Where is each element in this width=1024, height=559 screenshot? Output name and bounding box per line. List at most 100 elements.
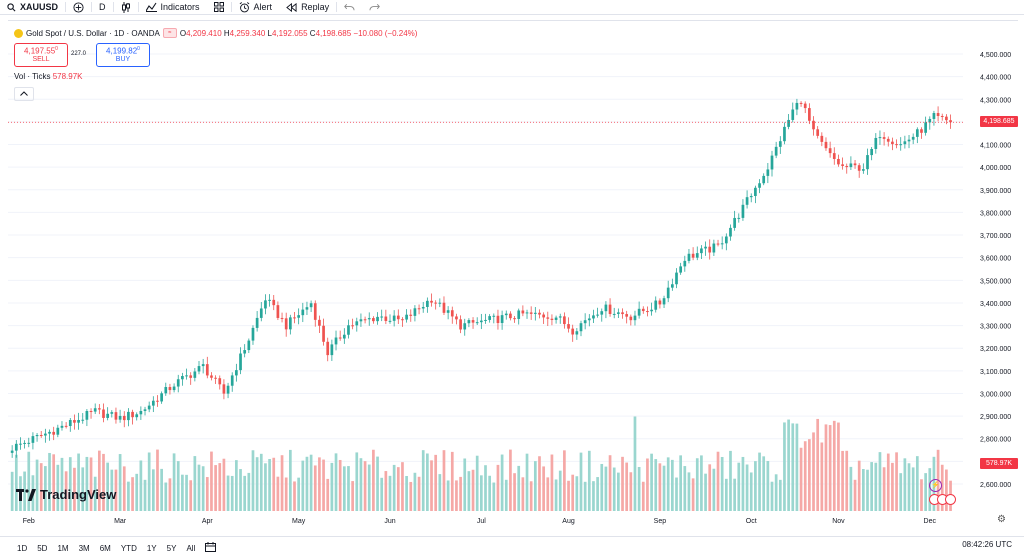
volume-bar <box>542 466 545 511</box>
range-1m[interactable]: 1M <box>57 543 69 553</box>
replay-button[interactable]: Replay <box>279 0 336 14</box>
candle <box>666 280 670 303</box>
volume-bar <box>48 452 51 511</box>
candle <box>550 314 554 326</box>
candle <box>936 106 940 122</box>
candle <box>808 103 811 125</box>
sell-button[interactable]: 4,197.550 SELL <box>14 43 68 67</box>
candle <box>197 360 201 375</box>
candle <box>479 313 483 330</box>
volume-legend: Vol · Ticks 578.97K <box>14 72 83 81</box>
volume-bar <box>741 456 745 511</box>
range-6m[interactable]: 6M <box>99 543 111 553</box>
candle <box>774 141 778 159</box>
y-tick-label: 4,500.000 <box>980 52 1011 59</box>
candle <box>492 313 496 324</box>
layouts-button[interactable] <box>207 0 231 14</box>
volume-bar <box>509 449 512 511</box>
range-1y[interactable]: 1Y <box>146 543 157 553</box>
chart-type-button[interactable] <box>114 0 138 14</box>
volume-bar <box>359 458 363 511</box>
volume-bar <box>500 454 504 511</box>
indicators-label: Indicators <box>160 2 200 12</box>
volume-bar <box>571 474 575 511</box>
volume-bar <box>73 467 76 511</box>
volume-bar <box>52 454 56 511</box>
volume-bar <box>587 450 591 511</box>
candle <box>342 328 346 344</box>
volume-bar <box>861 469 865 511</box>
collapse-legend-button[interactable] <box>14 87 34 101</box>
y-tick-label: 3,200.000 <box>980 346 1011 353</box>
buy-button[interactable]: 4,199.820 BUY <box>96 43 150 67</box>
x-tick-label: Mar <box>114 518 127 525</box>
range-all[interactable]: All <box>186 543 196 553</box>
volume-bar <box>251 450 255 511</box>
volume-bar <box>81 467 85 511</box>
volume-bar <box>866 469 869 511</box>
volume-bar <box>89 457 93 511</box>
volume-bar <box>774 474 778 511</box>
candle <box>475 317 479 325</box>
date-range-button[interactable] <box>200 542 221 554</box>
volume-bar <box>720 456 724 511</box>
events-markers[interactable] <box>929 494 956 505</box>
tradingview-logo[interactable]: TradingView <box>16 487 116 502</box>
spread-value: 227.0 <box>71 51 87 57</box>
volume-bar <box>808 439 811 511</box>
candle <box>288 314 292 335</box>
divider <box>91 2 93 12</box>
candle <box>85 409 89 427</box>
volume-bar <box>625 462 629 511</box>
x-tick-label: Aug <box>562 518 575 525</box>
range-1d[interactable]: 1D <box>17 543 28 553</box>
candle <box>139 406 143 420</box>
candle <box>895 139 898 149</box>
chart-pane[interactable]: 4,500.0004,400.0004,300.0004,200.0004,10… <box>8 20 1018 533</box>
us-flag-icon[interactable] <box>945 494 956 505</box>
volume-bar <box>77 453 80 511</box>
candle <box>334 330 338 351</box>
settings-gear-icon[interactable]: ⚙ <box>997 514 1006 525</box>
interval-button[interactable]: D <box>92 0 113 14</box>
grid-icon <box>213 2 224 12</box>
indicators-button[interactable]: Indicators <box>139 0 207 14</box>
market-status-icon[interactable]: ≈ <box>162 28 177 38</box>
add-circle-icon <box>73 1 84 13</box>
candle <box>484 313 487 324</box>
price-chart[interactable]: 4,500.0004,400.0004,300.0004,200.0004,10… <box>8 21 1018 533</box>
candle <box>122 411 126 428</box>
volume-bar <box>612 467 616 511</box>
range-ytd[interactable]: YTD <box>120 543 137 553</box>
range-5d[interactable]: 5D <box>37 543 48 553</box>
sell-price: 4,197.55 <box>24 46 56 56</box>
candle <box>704 241 707 256</box>
candle <box>608 298 612 317</box>
candle <box>749 193 753 203</box>
volume-bar <box>151 469 155 511</box>
alert-button[interactable]: Alert <box>232 0 280 14</box>
candle <box>181 372 184 386</box>
volume-bar <box>442 450 446 511</box>
volume-bar <box>575 476 579 511</box>
candle <box>276 301 280 321</box>
range-3m[interactable]: 3M <box>78 543 90 553</box>
candle <box>683 255 687 272</box>
volume-bar <box>264 463 267 511</box>
volume-bar <box>853 479 857 511</box>
candle <box>168 383 172 395</box>
candle <box>305 301 309 315</box>
volume-bar <box>230 475 234 511</box>
volume-bar <box>712 468 716 511</box>
undo-button[interactable] <box>337 0 362 14</box>
redo-button[interactable] <box>362 0 387 14</box>
chevron-up-icon <box>20 91 28 96</box>
candle <box>52 426 56 441</box>
volume-bar <box>675 477 678 511</box>
volume-bar <box>446 480 450 511</box>
range-5y[interactable]: 5Y <box>166 543 177 553</box>
lightning-icon[interactable]: ⚡ <box>929 479 942 492</box>
compare-button[interactable] <box>66 0 91 14</box>
volume-bar <box>355 452 359 511</box>
symbol-search[interactable]: XAUUSD <box>0 0 65 14</box>
